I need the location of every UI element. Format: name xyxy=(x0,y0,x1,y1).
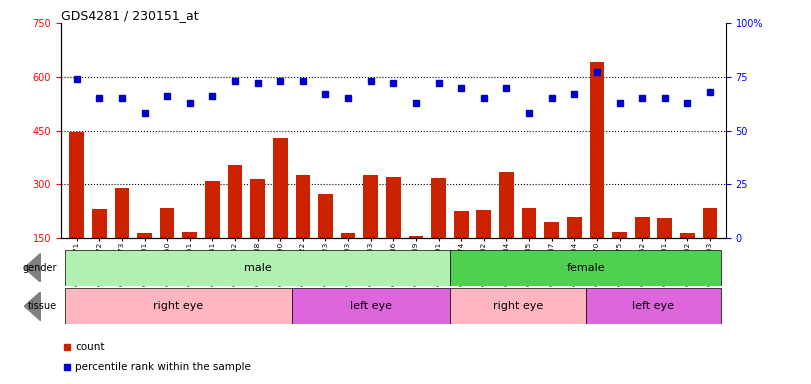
Bar xyxy=(409,236,423,238)
Bar xyxy=(386,177,401,238)
Bar xyxy=(635,217,650,238)
Text: female: female xyxy=(566,263,605,273)
Bar xyxy=(612,232,627,238)
Text: right eye: right eye xyxy=(492,301,543,311)
Text: GDS4281 / 230151_at: GDS4281 / 230151_at xyxy=(61,9,199,22)
Bar xyxy=(182,232,197,238)
Text: left eye: left eye xyxy=(633,301,675,311)
Text: male: male xyxy=(244,263,272,273)
Bar xyxy=(341,233,355,238)
Text: left eye: left eye xyxy=(350,301,392,311)
Bar xyxy=(450,250,721,286)
Text: right eye: right eye xyxy=(153,301,204,311)
Bar xyxy=(499,172,514,238)
Polygon shape xyxy=(24,292,41,321)
Bar xyxy=(291,288,450,324)
Text: tissue: tissue xyxy=(28,301,57,311)
Bar xyxy=(318,194,333,238)
Bar xyxy=(586,288,721,324)
Bar xyxy=(658,218,672,238)
Bar xyxy=(477,210,491,238)
Text: gender: gender xyxy=(22,263,57,273)
Bar xyxy=(521,208,536,238)
Bar xyxy=(66,288,291,324)
Bar xyxy=(137,233,152,238)
Bar xyxy=(544,222,559,238)
Polygon shape xyxy=(24,253,41,282)
Bar xyxy=(590,63,604,238)
Bar xyxy=(205,182,220,238)
Bar xyxy=(680,233,695,238)
Bar xyxy=(454,211,469,238)
Bar xyxy=(363,175,378,238)
Text: percentile rank within the sample: percentile rank within the sample xyxy=(75,362,251,372)
Bar xyxy=(92,209,106,238)
Bar xyxy=(228,165,242,238)
Bar xyxy=(114,188,129,238)
Bar xyxy=(66,250,450,286)
Bar xyxy=(567,217,581,238)
Bar xyxy=(251,179,265,238)
Bar xyxy=(272,138,288,238)
Bar xyxy=(431,178,446,238)
Bar xyxy=(450,288,586,324)
Bar xyxy=(69,132,84,238)
Text: count: count xyxy=(75,342,105,352)
Bar xyxy=(702,208,718,238)
Bar xyxy=(295,175,311,238)
Bar xyxy=(160,208,174,238)
